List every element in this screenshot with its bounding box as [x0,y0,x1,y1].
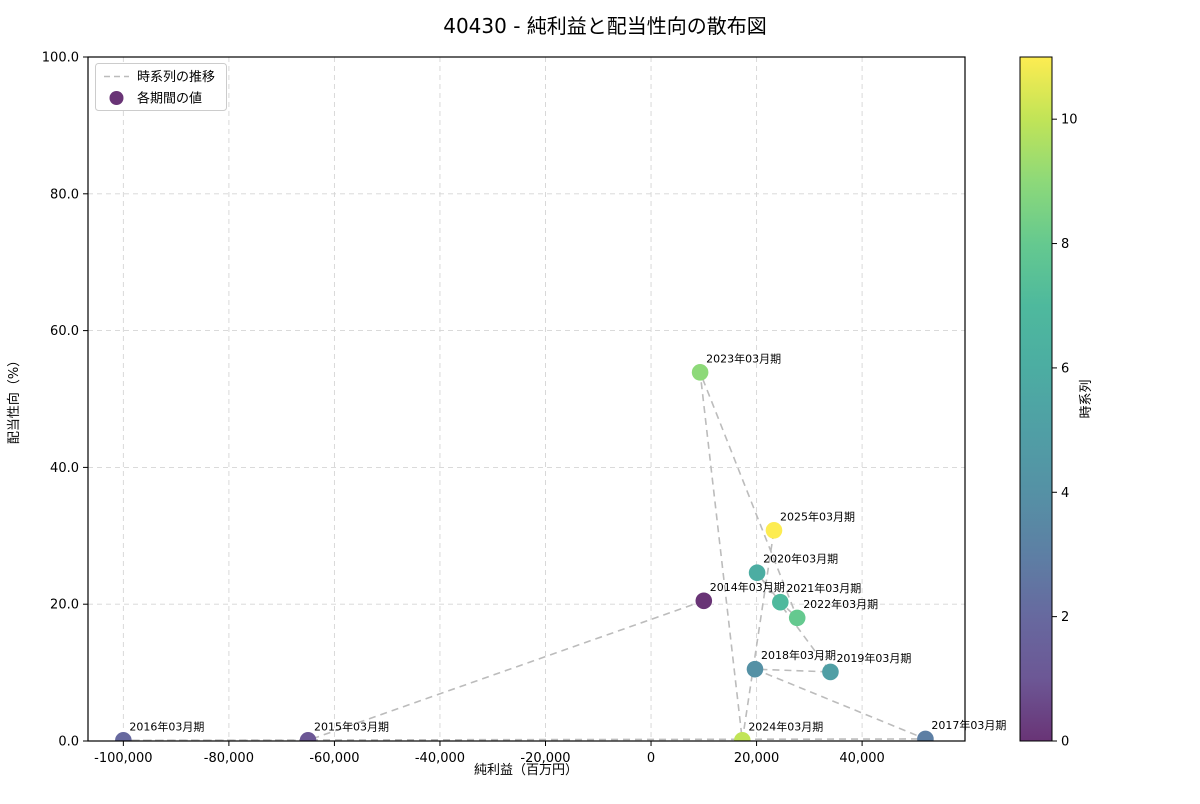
point-label: 2025年03月期 [780,509,855,523]
x-axis-ticks: -100,000 -80,000 -60,000 -40,000 -20,000 0 20,… [94,741,885,766]
y-tick-label: 100.0 [42,51,79,66]
data-point [748,564,766,582]
y-tick-label: 80.0 [50,187,79,202]
legend-box [95,63,227,111]
colorbar-tick-label: 4 [1061,486,1069,501]
colorbar-tick-label: 10 [1061,113,1078,128]
point-label: 2021年03月期 [786,581,861,595]
data-point [917,730,934,741]
legend-marker-sample [109,91,124,105]
point-annotations: 2014年03月期 2015年03月期 2016年03月期 2017年03月期 2018… [129,351,1006,733]
y-tick-label: 0.0 [58,735,79,750]
data-point [695,592,713,610]
data-point [115,732,132,741]
colorbar-ticks: 0 2 4 6 8 10 [1052,113,1078,750]
data-point [299,732,317,741]
legend-line-label: 時系列の推移 [137,70,215,85]
data-point [691,364,709,381]
data-point [772,593,789,611]
x-axis-label: 純利益（百万円） [474,763,578,778]
colorbar: 0 2 4 6 8 10 時系列 [1019,56,1094,750]
x-tick-label: 20,000 [734,751,780,766]
colorbar-label: 時系列 [1079,379,1094,418]
point-label: 2015年03月期 [314,719,389,733]
y-tick-label: 60.0 [50,324,79,339]
point-label: 2024年03月期 [748,719,823,733]
colorbar-tick-label: 8 [1061,237,1069,252]
y-tick-label: 20.0 [50,598,79,613]
legend: 時系列の推移 各期間の値 [95,63,227,111]
y-axis-label: 配当性向（%） [6,354,22,444]
legend-marker-label: 各期間の値 [137,91,202,107]
point-label: 2014年03月期 [710,580,785,594]
plot-area [88,57,965,741]
y-axis-ticks: 0.0 20.0 40.0 60.0 80.0 100.0 [42,51,88,750]
chart-title: 40430 - 純利益と配当性向の散布図 [443,14,767,38]
colorbar-gradient [1019,56,1053,742]
point-label: 2017年03月期 [931,718,1006,732]
data-point [734,732,751,741]
colorbar-tick-label: 6 [1061,361,1069,376]
x-tick-label: -60,000 [309,751,359,766]
data-point [788,609,806,627]
x-tick-label: -80,000 [204,751,254,766]
axes-spines [87,56,966,742]
x-tick-label: -40,000 [415,751,465,766]
point-label: 2016年03月期 [129,719,204,733]
time-series-line [123,372,926,741]
x-tick-label: -20,000 [520,751,570,766]
x-tick-label: -100,000 [94,751,152,766]
data-point [765,522,783,539]
data-point [822,663,839,681]
point-label: 2022年03月期 [803,597,878,611]
point-label: 2018年03月期 [761,648,836,662]
data-series [115,364,934,741]
colorbar-tick-label: 0 [1061,735,1069,750]
point-label: 2023年03月期 [706,351,781,365]
x-tick-label: 0 [647,751,655,766]
point-label: 2020年03月期 [763,552,838,566]
y-tick-label: 40.0 [50,461,79,476]
point-label: 2019年03月期 [836,651,911,665]
colorbar-tick-label: 2 [1061,610,1069,625]
x-tick-label: 40,000 [839,751,885,766]
data-point [746,660,764,678]
